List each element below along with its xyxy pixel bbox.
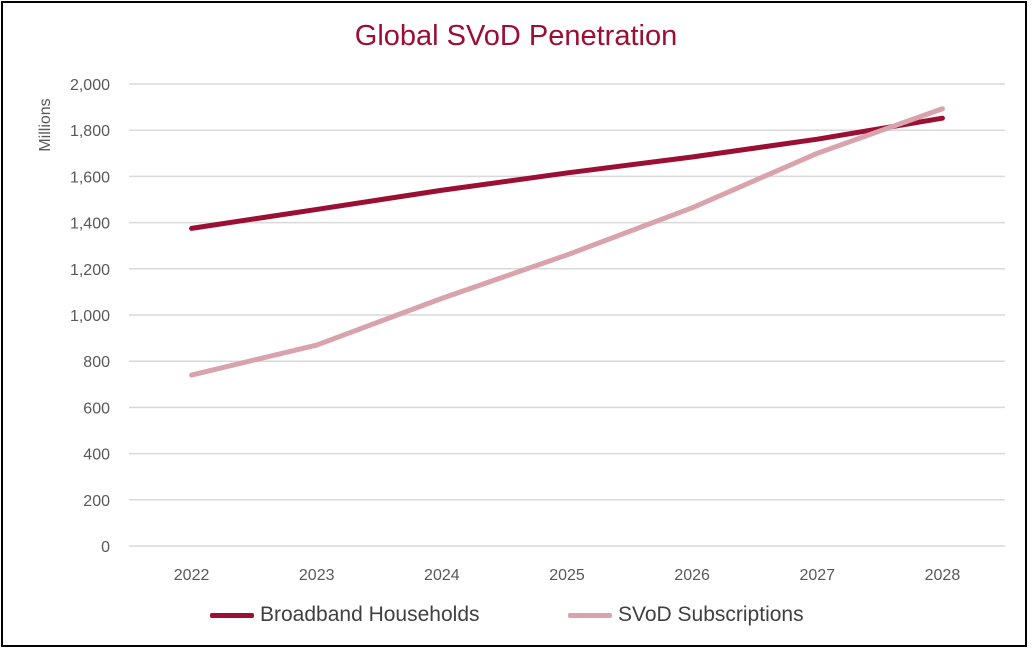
legend-label: Broadband Households bbox=[260, 603, 480, 626]
legend-item-broadband: Broadband Households bbox=[210, 603, 480, 627]
y-tick-label: 600 bbox=[83, 400, 110, 417]
y-tick-label: 0 bbox=[101, 539, 110, 556]
x-tick-label: 2027 bbox=[799, 567, 835, 584]
x-tick-label: 2028 bbox=[925, 567, 961, 584]
y-tick-label: 1,000 bbox=[70, 308, 110, 325]
legend-swatch bbox=[568, 612, 612, 618]
x-tick-label: 2023 bbox=[299, 567, 335, 584]
chart-title: Global SVoD Penetration bbox=[354, 20, 678, 52]
x-tick-label: 2024 bbox=[424, 567, 460, 584]
y-tick-label: 1,600 bbox=[70, 169, 110, 186]
legend-item-svod: SVoD Subscriptions bbox=[568, 603, 804, 627]
y-tick-label: 1,200 bbox=[70, 262, 110, 279]
y-tick-label: 400 bbox=[83, 447, 110, 464]
series-line-broadband bbox=[189, 115, 945, 231]
y-tick-label: 800 bbox=[83, 354, 110, 371]
x-tick-label: 2022 bbox=[174, 567, 210, 584]
legend-label: SVoD Subscriptions bbox=[618, 603, 804, 626]
x-tick-label: 2026 bbox=[674, 567, 710, 584]
series-line-svod bbox=[189, 106, 945, 378]
x-tick-label: 2025 bbox=[549, 567, 585, 584]
y-tick-label: 200 bbox=[83, 493, 110, 510]
y-tick-label: 1,400 bbox=[70, 216, 110, 233]
legend-swatch bbox=[210, 612, 254, 618]
y-tick-label: 1,800 bbox=[70, 123, 110, 140]
y-axis-label: Millions bbox=[37, 98, 54, 151]
y-tick-label: 2,000 bbox=[70, 77, 110, 94]
